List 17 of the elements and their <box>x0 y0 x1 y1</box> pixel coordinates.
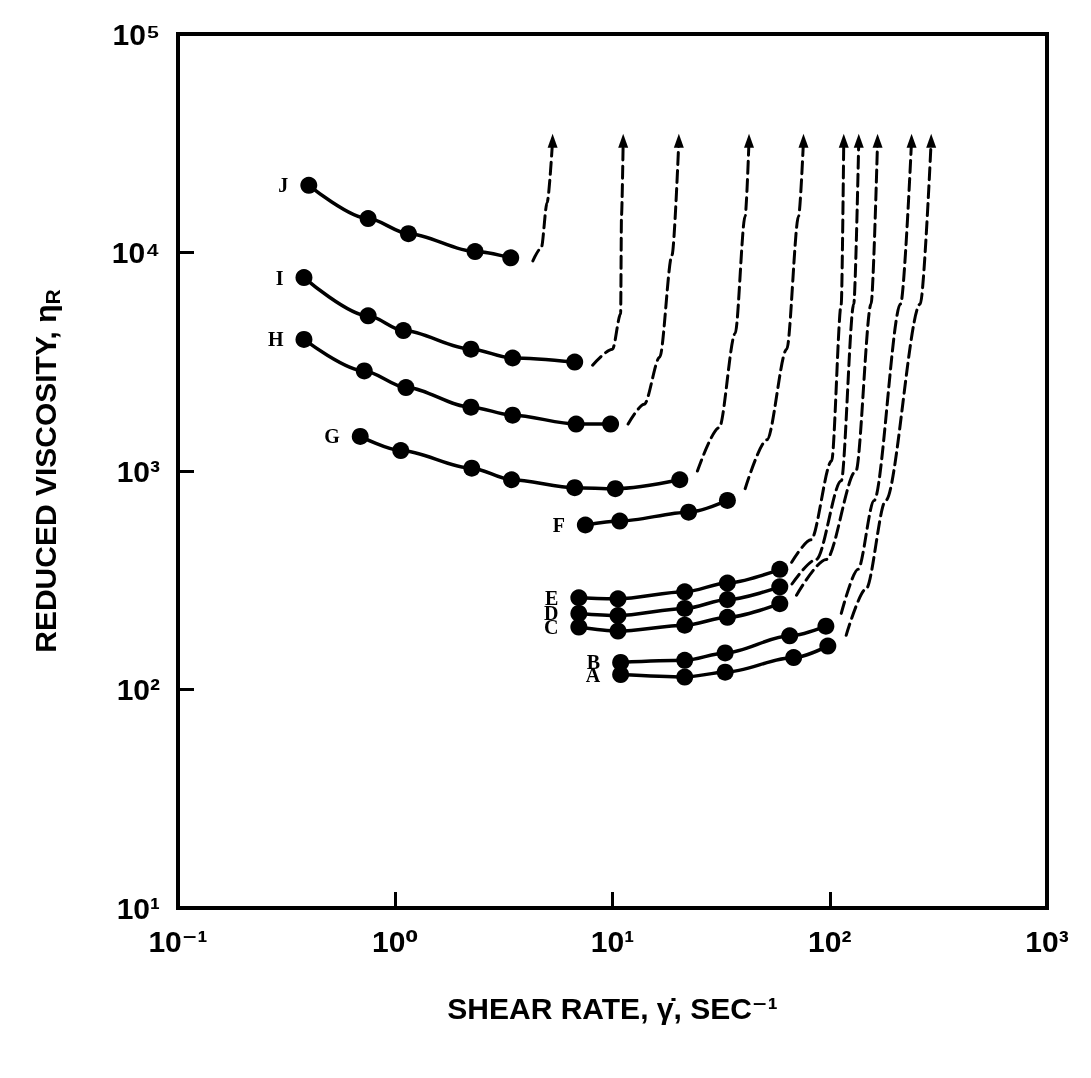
series-label: J <box>278 174 289 197</box>
x-tick-label: 10² <box>808 924 852 958</box>
x-tick-label: 10³ <box>1025 924 1069 958</box>
series-label: I <box>275 266 284 289</box>
x-axis-title: SHEAR RATE, γ̇, SEC⁻¹ <box>447 991 778 1025</box>
series-label: G <box>324 425 341 448</box>
series-label: H <box>267 328 284 351</box>
x-tick-label: 10¹ <box>590 924 635 958</box>
x-tick-label: 10⁻¹ <box>148 924 208 958</box>
y-tick-label: 10⁵ <box>112 17 160 51</box>
y-tick-label: 10¹ <box>116 891 161 925</box>
x-tick-label: 10⁰ <box>371 924 419 958</box>
series-label: F <box>552 514 565 537</box>
y-axis-title: REDUCED VISCOSITY, ηR <box>28 289 64 653</box>
y-tick-label: 10² <box>116 673 161 706</box>
y-tick-label: 10⁴ <box>111 236 160 269</box>
y-tick-label: 10³ <box>116 454 161 488</box>
